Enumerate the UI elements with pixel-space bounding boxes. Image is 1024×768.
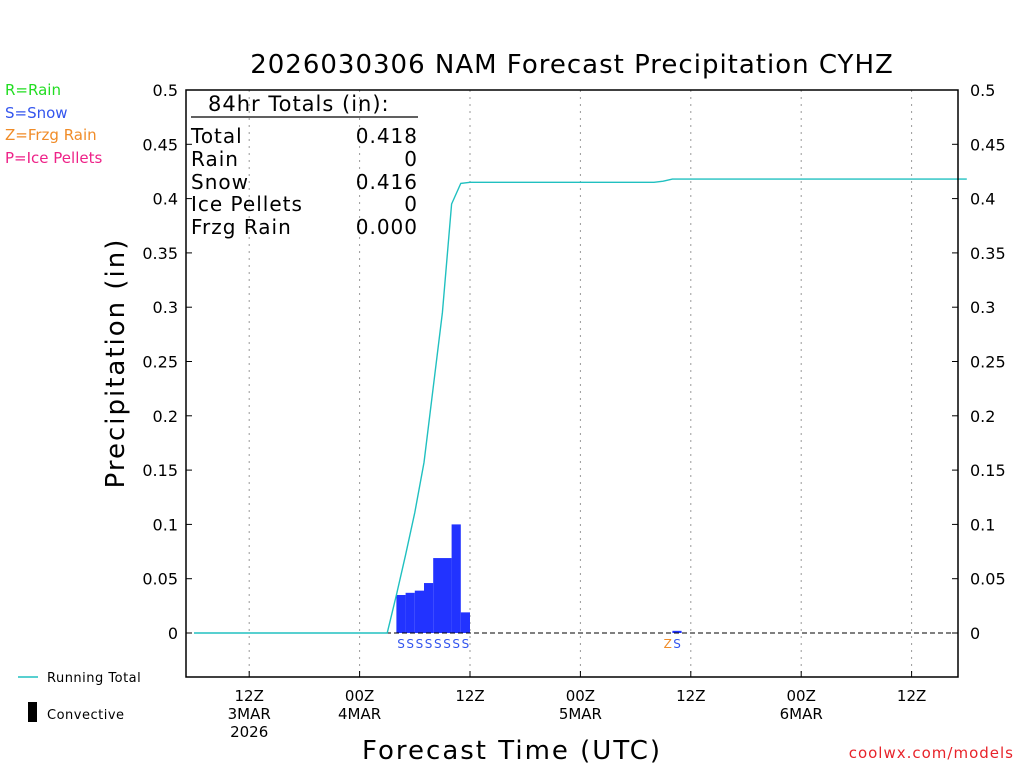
precip-bar (414, 590, 424, 633)
x-tick-label: 12Z (897, 687, 926, 705)
type-label: S (462, 637, 470, 651)
totals-value-frzg-rain: 0.000 (356, 215, 418, 239)
totals-box: 84hr Totals (in): Total 0.418 Rain 0 Sno… (190, 92, 418, 239)
totals-label-ice-pellets: Ice Pellets (191, 192, 303, 216)
y-tick-label-right: 0.25 (970, 353, 1006, 372)
totals-value-rain: 0 (404, 147, 418, 171)
y-tick-label: 0.45 (142, 135, 178, 154)
y-axis-ticks: 0 0 0.05 0.05 0.1 0.1 0.15 0.15 0.2 0.2 0.25 0.25 0.… (142, 81, 1005, 643)
y-tick-label-right: 0.45 (970, 135, 1006, 154)
x-tick-label: 3MAR (228, 705, 271, 723)
type-label: S (434, 637, 442, 651)
legend-convective: Convective (47, 708, 125, 723)
x-tick-label: 00Z (345, 687, 374, 705)
type-label: S (425, 637, 433, 651)
totals-label-total: Total (190, 124, 243, 148)
precip-bar (424, 583, 434, 633)
totals-label-rain: Rain (191, 147, 239, 171)
y-tick-label-right: 0.2 (970, 407, 995, 426)
x-tick-label: 4MAR (338, 705, 381, 723)
precip-bar (460, 612, 470, 633)
y-tick-label: 0.2 (153, 407, 178, 426)
y-tick-label: 0.25 (142, 353, 178, 372)
precip-bar (672, 630, 682, 633)
precip-bar (451, 524, 461, 633)
type-label: S (416, 637, 424, 651)
type-label: S (397, 637, 405, 651)
totals-heading: 84hr Totals (in): (208, 92, 390, 116)
running-total-line (194, 178, 967, 634)
watermark: coolwx.com/models (848, 744, 1014, 762)
totals-value-snow: 0.416 (356, 170, 418, 194)
x-tick-label: 6MAR (780, 705, 823, 723)
y-tick-label-right: 0.35 (970, 244, 1006, 263)
legend-snow: S=Snow (5, 104, 68, 122)
legend-frzg-rain: Z=Frzg Rain (5, 126, 97, 144)
grid-lines (248, 90, 913, 677)
precip-bar (396, 594, 406, 633)
precip-bar (433, 558, 452, 633)
y-tick-label-right: 0.15 (970, 461, 1006, 480)
precip-bars (396, 524, 682, 633)
x-tick-label: 12Z (676, 687, 705, 705)
y-tick-label: 0.1 (153, 515, 178, 534)
y-tick-label-right: 0.05 (970, 570, 1006, 589)
totals-label-snow: Snow (191, 170, 249, 194)
y-tick-label-right: 0 (970, 624, 980, 643)
legend-running-total: Running Total (47, 671, 141, 686)
y-tick-label-right: 0.3 (970, 298, 995, 317)
y-tick-label: 0.5 (153, 81, 178, 100)
x-tick-label: 00Z (566, 687, 595, 705)
totals-value-ice-pellets: 0 (404, 192, 418, 216)
y-tick-label: 0.4 (153, 190, 178, 209)
y-tick-label-right: 0.5 (970, 81, 995, 100)
y-tick-label: 0.15 (142, 461, 178, 480)
y-tick-label: 0 (168, 624, 178, 643)
y-tick-label: 0.3 (153, 298, 178, 317)
convective-swatch (28, 702, 37, 722)
y-tick-label: 0.35 (142, 244, 178, 263)
type-label: S (673, 637, 681, 651)
x-tick-label: 12Z (455, 687, 484, 705)
type-label: S (406, 637, 414, 651)
type-label: Z (664, 637, 672, 651)
type-label: S (452, 637, 460, 651)
x-tick-label: 2026 (230, 723, 268, 741)
legend-rain: R=Rain (5, 81, 61, 99)
y-tick-label: 0.05 (142, 570, 178, 589)
chart-title: 2026030306 NAM Forecast Precipitation CY… (250, 50, 894, 80)
precip-bar (405, 592, 415, 633)
x-tick-label: 00Z (787, 687, 816, 705)
y-tick-label-right: 0.4 (970, 190, 995, 209)
totals-label-frzg-rain: Frzg Rain (191, 215, 292, 239)
y-axis-label: Precipitation (in) (101, 238, 131, 489)
legend-ice-pellets: P=Ice Pellets (5, 149, 103, 167)
plot-frame (185, 89, 959, 678)
x-tick-label: 12Z (235, 687, 264, 705)
type-label: S (443, 637, 451, 651)
totals-value-total: 0.418 (356, 124, 418, 148)
x-tick-label: 5MAR (559, 705, 602, 723)
y-tick-label-right: 0.1 (970, 515, 995, 534)
x-axis-label: Forecast Time (UTC) (362, 736, 662, 766)
